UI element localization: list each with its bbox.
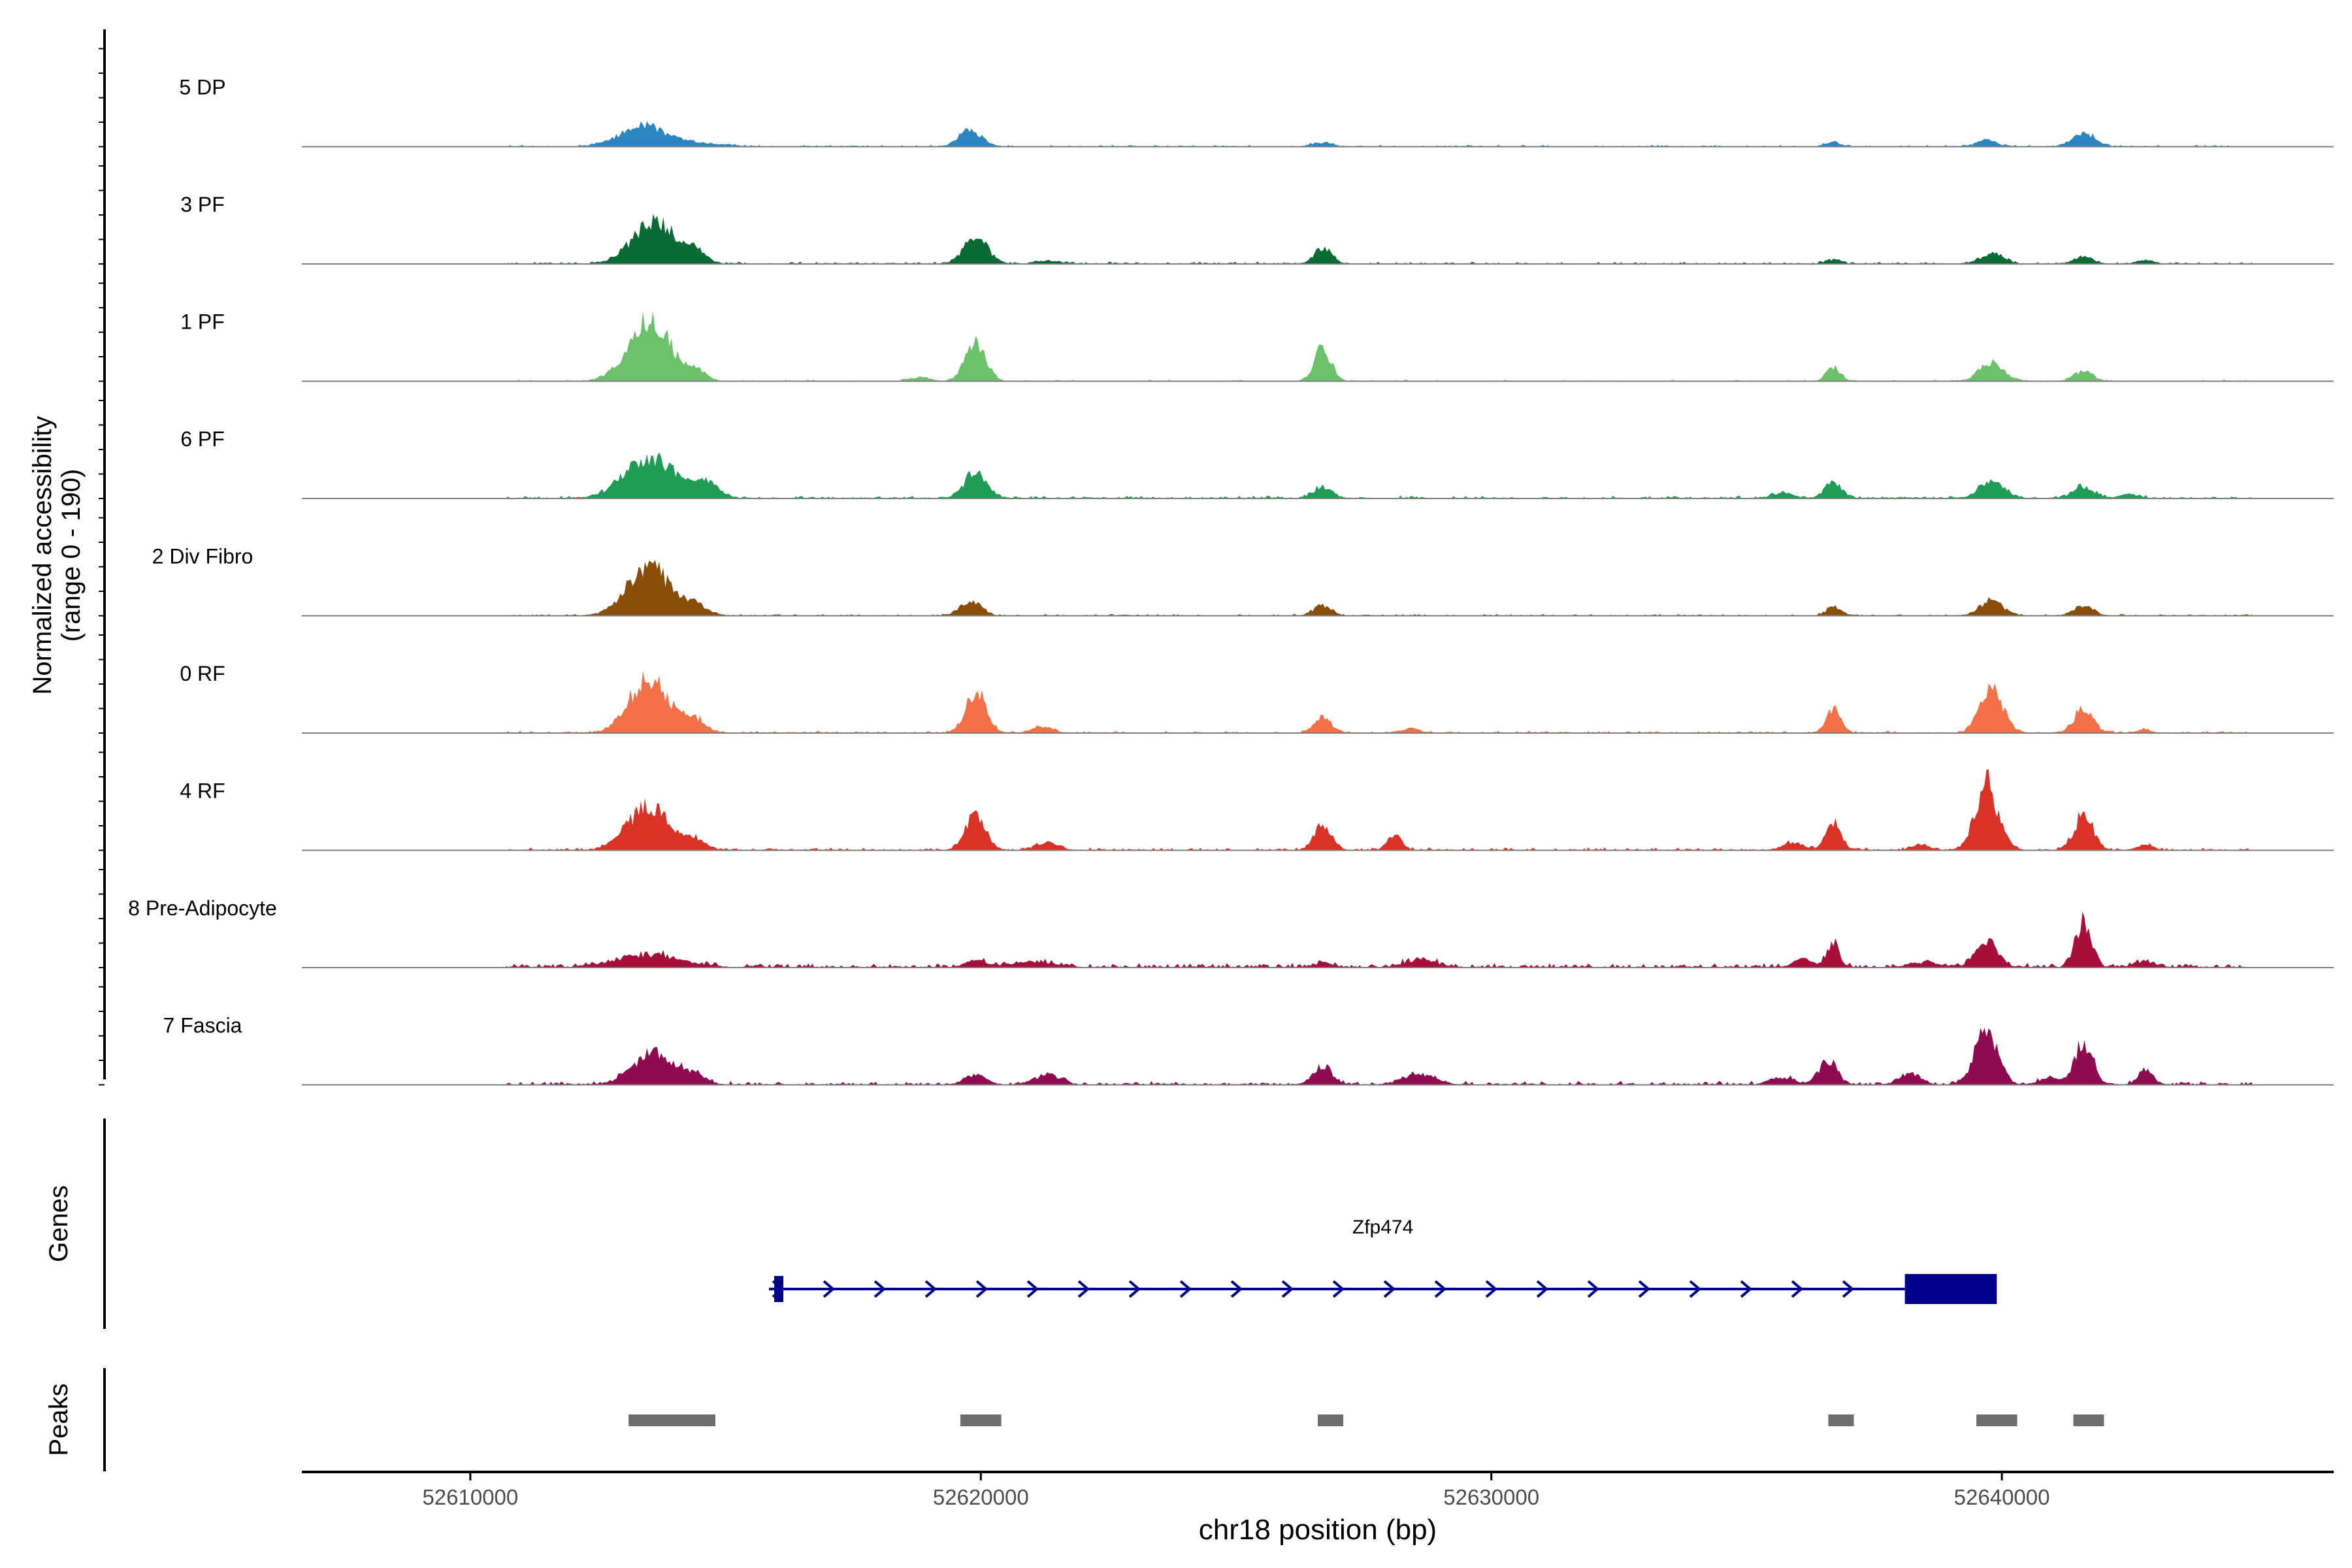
track-label: 0 RF bbox=[180, 662, 225, 685]
strand-arrow bbox=[1536, 1280, 1549, 1298]
strand-arrow bbox=[772, 1280, 785, 1298]
track-area bbox=[506, 769, 2252, 851]
strand-arrow bbox=[1485, 1280, 1498, 1298]
track-area bbox=[506, 559, 2252, 616]
y-axis-ticks bbox=[99, 48, 105, 1086]
track-area bbox=[506, 214, 2252, 264]
strand-arrow bbox=[823, 1280, 836, 1298]
strand-arrow bbox=[1179, 1280, 1192, 1298]
peaks-panel-label: Peaks bbox=[44, 1383, 73, 1456]
y-axis-label-line2: (range 0 - 190) bbox=[57, 469, 86, 642]
peak-bar-2 bbox=[960, 1414, 1002, 1426]
gene-exon-end bbox=[1904, 1274, 1997, 1304]
strand-arrow bbox=[975, 1280, 988, 1298]
track-label: 2 Div Fibro bbox=[152, 545, 253, 568]
strand-arrow bbox=[1434, 1280, 1447, 1298]
strand-arrow bbox=[1740, 1280, 1753, 1298]
track-3: 1 PF bbox=[180, 310, 2334, 382]
x-tick-label: 52620000 bbox=[933, 1485, 1029, 1509]
genes-panel-label: Genes bbox=[44, 1185, 73, 1262]
strand-arrow bbox=[1689, 1280, 1702, 1298]
track-5: 2 Div Fibro bbox=[152, 545, 2334, 617]
gene-exon-start bbox=[774, 1276, 783, 1302]
track-7: 4 RF bbox=[180, 769, 2334, 851]
strand-arrow bbox=[1383, 1280, 1396, 1298]
peak-bar-3 bbox=[1318, 1414, 1344, 1426]
track-2: 3 PF bbox=[180, 193, 2334, 265]
strand-arrow bbox=[874, 1280, 887, 1298]
x-tick-label: 52630000 bbox=[1443, 1485, 1539, 1509]
track-label: 5 DP bbox=[179, 76, 225, 99]
track-4: 6 PF bbox=[180, 427, 2334, 499]
peak-bar-6 bbox=[2073, 1414, 2104, 1426]
coverage-tracks: 5 DP 3 PF 1 PF 6 PF 2 Div Fibro 0 RF 4 RF 8 Pre… bbox=[128, 76, 2334, 1086]
strand-arrow bbox=[1077, 1280, 1090, 1298]
strand-arrow bbox=[1128, 1280, 1141, 1298]
track-label: 7 Fascia bbox=[163, 1014, 242, 1037]
x-tick-label: 52640000 bbox=[1954, 1485, 2050, 1509]
gene-model-zfp474 bbox=[768, 1274, 1997, 1304]
strand-arrow bbox=[1587, 1280, 1600, 1298]
strand-arrow bbox=[1026, 1280, 1039, 1298]
track-area bbox=[506, 911, 2252, 968]
strand-arrow bbox=[1332, 1280, 1345, 1298]
strand-arrow bbox=[924, 1280, 938, 1298]
track-label: 6 PF bbox=[180, 427, 225, 451]
track-area bbox=[506, 1028, 2252, 1085]
track-1: 5 DP bbox=[179, 76, 2334, 148]
strand-arrow bbox=[1638, 1280, 1651, 1298]
x-axis-label: chr18 position (bp) bbox=[1199, 1514, 1437, 1546]
gene-label: Zfp474 bbox=[1352, 1217, 1413, 1238]
track-label: 8 Pre-Adipocyte bbox=[128, 896, 277, 920]
track-label: 3 PF bbox=[180, 193, 225, 216]
track-area bbox=[506, 310, 2252, 382]
track-area bbox=[506, 670, 2252, 733]
track-label: 4 RF bbox=[180, 779, 225, 803]
track-label: 1 PF bbox=[180, 310, 225, 334]
strand-arrow bbox=[1791, 1280, 1804, 1298]
strand-arrow bbox=[1842, 1280, 1855, 1298]
track-area bbox=[506, 121, 2252, 147]
track-6: 0 RF bbox=[180, 662, 2334, 734]
peak-bar-1 bbox=[629, 1414, 715, 1426]
peak-bars bbox=[629, 1414, 2104, 1426]
track-9: 7 Fascia bbox=[163, 1014, 2334, 1086]
track-area bbox=[506, 452, 2252, 498]
strand-arrow bbox=[1281, 1280, 1294, 1298]
y-axis-label-line1: Normalized accessibility bbox=[28, 416, 57, 695]
peak-bar-4 bbox=[1828, 1414, 1854, 1426]
x-axis-ticks: 52610000 52620000 52630000 52640000 bbox=[422, 1472, 2050, 1509]
strand-arrow bbox=[1230, 1280, 1243, 1298]
x-tick-label: 52610000 bbox=[422, 1485, 518, 1509]
track-8: 8 Pre-Adipocyte bbox=[128, 896, 2334, 968]
peak-bar-5 bbox=[1976, 1414, 2017, 1426]
